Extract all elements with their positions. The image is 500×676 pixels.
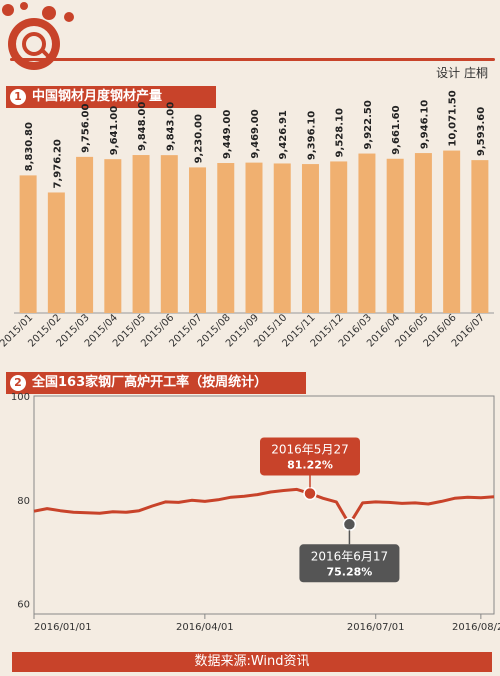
source-footer: 数据来源:Wind资讯 [12,652,492,672]
section2-number: 2 [10,375,26,391]
bar-2015/02 [47,192,65,313]
bar-value-label: 10,071.50 [448,90,459,146]
y-tick-label: 80 [17,496,30,507]
decor-dot-icon [64,12,74,22]
annotation-date: 2016年6月17 [311,549,388,563]
annotation-value: 81.22% [287,458,333,471]
bar-value-label: 9,469.00 [250,109,261,158]
x-tick-label: 2016/04/01 [176,622,234,633]
section1-number: 1 [10,89,26,105]
bar-value-label: 9,396.10 [306,111,317,160]
annotation-value: 75.28% [327,565,373,578]
bar-value-label: 9,593.60 [476,107,487,156]
section2-title: 全国163家钢厂高炉开工率（按周统计） [32,375,268,390]
y-tick-label: 100 [11,392,30,403]
bar-2015/10 [273,163,291,313]
bar-value-label: 9,848.00 [137,102,148,151]
bar-2016/03 [358,153,376,313]
decor-dot-icon [20,2,28,10]
annotation-marker [303,486,317,501]
bar-value-label: 9,756.00 [81,103,92,152]
magnifier-icon [22,32,46,56]
bar-value-label: 9,528.10 [335,108,346,157]
x-tick-label: 2016/07/01 [347,622,405,633]
section1-title: 中国钢材月度钢材产量 [32,89,163,104]
bar-value-label: 9,661.60 [391,105,402,154]
bar-value-label: 8,830.80 [24,122,35,171]
x-tick-label: 2016/01/01 [34,622,92,633]
bar-value-label: 7,976.20 [52,139,63,188]
bar-2016/04 [386,158,404,313]
line-plot-frame [33,395,495,615]
bar-value-label: 9,843.00 [165,102,176,151]
bar-value-label: 9,230.00 [194,114,205,163]
bar-2016/07 [471,160,489,313]
bar-2015/09 [245,162,263,313]
annotation-box [260,437,360,476]
bar-2015/01 [19,175,37,313]
section1-header: 1 中国钢材月度钢材产量 [6,86,216,108]
bar-value-label: 9,641.00 [109,106,120,155]
bar-2016/06 [443,150,461,313]
bar-value-label: 9,426.91 [278,110,289,159]
bar-value-label: 9,449.00 [222,110,233,159]
bar-2015/08 [217,163,235,313]
decor-dot-icon [42,6,56,20]
bar-2015/07 [189,167,207,313]
annotation-date: 2016年5月27 [271,442,348,456]
annotation-box [299,544,400,583]
x-tick-label: 2016/08/26 [452,622,500,633]
y-tick-label: 60 [17,600,30,611]
annotation-marker [342,517,357,532]
bar-2015/11 [301,164,319,313]
header-rule [10,58,495,61]
bar-2015/04 [104,159,122,313]
section2-header: 2 全国163家钢厂高炉开工率（按周统计） [6,372,306,394]
bar-2016/05 [414,153,432,313]
decor-dot-icon [2,4,14,16]
bar-2015/05 [132,155,150,313]
bar-value-label: 9,922.50 [363,100,374,149]
bar-2015/06 [160,155,178,313]
designer-credit: 设计 庄桐 [436,66,488,80]
bar-value-label: 9,946.10 [419,100,430,149]
bar-2015/03 [76,156,94,313]
series-line [33,487,495,526]
bar-2015/12 [330,161,348,313]
